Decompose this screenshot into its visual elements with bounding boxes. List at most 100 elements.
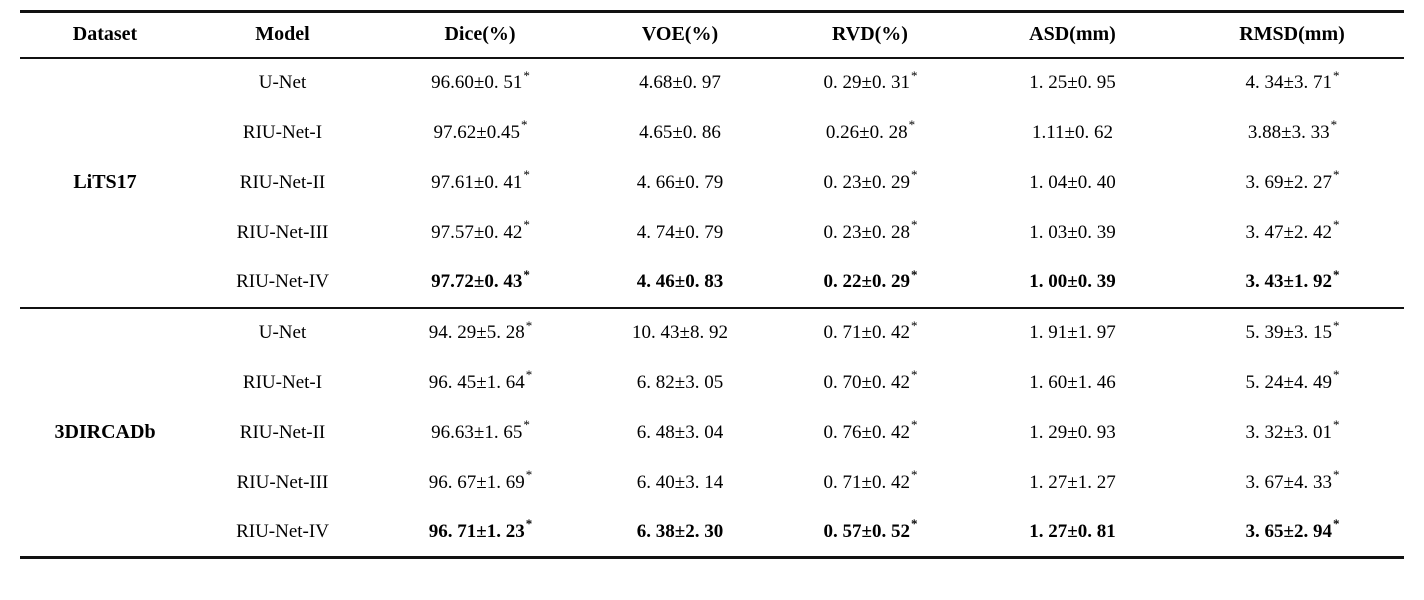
metric-value: 0. 57±0. 52 <box>823 520 910 542</box>
metric-value: 1. 60±1. 46 <box>1029 371 1116 393</box>
metric-cell: 0. 76±0. 42* <box>775 408 965 458</box>
model-cell: U-Net <box>258 72 307 93</box>
metric-cell: 0. 22±0. 29* <box>775 258 965 308</box>
metric-value: 3.88±3. 33 <box>1247 121 1330 143</box>
metric-cell: 3. 47±2. 42* <box>1180 208 1404 258</box>
table-row: RIU-Net-II 97.61±0. 41* 4. 66±0. 79 0. 23±0… <box>20 158 1404 208</box>
dataset-cell: LiTS17 <box>73 171 137 193</box>
metric-value: 10. 43±8. 92 <box>632 322 728 343</box>
table-header: Dataset Model Dice(%) VOE(%) RVD(%) ASD(… <box>20 12 1404 58</box>
metric-cell: 97.72±0. 43* <box>375 258 585 308</box>
metric-value: 0. 70±0. 42 <box>823 371 910 393</box>
metric-cell: 3. 69±2. 27* <box>1180 158 1404 208</box>
metric-cell: 4. 46±0. 83 <box>585 258 775 308</box>
metric-value: 1. 00±0. 39 <box>1029 271 1116 292</box>
metric-value: 0. 71±0. 42 <box>823 322 910 343</box>
metric-cell: 0. 71±0. 42* <box>775 458 965 508</box>
significance-star-icon: * <box>1332 317 1340 333</box>
metric-cell: 94. 29±5. 28* <box>375 308 585 358</box>
metric-cell: 1. 00±0. 39 <box>965 258 1180 308</box>
metric-value: 4. 66±0. 79 <box>636 171 724 193</box>
table-row: RIU-Net-I 96. 45±1. 64* 6. 82±3. 05 0. 70±0… <box>20 358 1404 408</box>
metric-cell: 6. 40±3. 14 <box>585 458 775 508</box>
metric-value: 3. 67±4. 33 <box>1245 471 1332 493</box>
metric-value: 5. 39±3. 15 <box>1245 322 1332 343</box>
significance-star-icon: * <box>1332 167 1340 183</box>
model-cell: U-Net <box>258 322 307 343</box>
significance-star-icon: * <box>523 417 530 433</box>
model-cell: RIU-Net-III <box>236 471 329 493</box>
table-row: LiTS17 U-Net 96.60±0. 51* 4.68±0. 97 0. 29±0… <box>20 58 1404 193</box>
significance-star-icon: * <box>910 167 918 183</box>
column-header-voe: VOE(%) <box>641 23 719 46</box>
metric-value: 96. 45±1. 64 <box>428 371 525 393</box>
significance-star-icon: * <box>1332 467 1340 483</box>
header-row: Dataset Model Dice(%) VOE(%) RVD(%) ASD(… <box>20 12 1404 58</box>
metric-cell: 6. 38±2. 30 <box>585 508 775 558</box>
metric-value: 1. 29±0. 93 <box>1029 421 1116 443</box>
metric-value: 3. 32±3. 01 <box>1245 421 1332 443</box>
metric-value: 4. 74±0. 79 <box>636 221 724 243</box>
significance-star-icon: * <box>523 167 530 183</box>
table-row: RIU-Net-III 96. 67±1. 69* 6. 40±3. 14 0. 71… <box>20 458 1404 508</box>
metric-value: 1. 27±0. 81 <box>1029 520 1116 542</box>
dataset-group: 3DIRCADb U-Net 94. 29±5. 28* 10. 43±8. 92 0.… <box>20 307 1404 558</box>
metric-cell: 96.60±0. 51* <box>375 58 585 108</box>
metric-cell: 6. 48±3. 04 <box>585 408 775 458</box>
metric-value: 97.61±0. 41 <box>431 171 523 193</box>
metric-cell: 3. 65±2. 94* <box>1180 508 1404 558</box>
metric-value: 0. 76±0. 42 <box>823 421 910 443</box>
metric-value: 0. 22±0. 29 <box>823 271 910 292</box>
metric-cell: 1. 25±0. 95 <box>965 58 1180 108</box>
metric-cell: 1. 91±1. 97 <box>965 308 1180 358</box>
table-row: RIU-Net-I 97.62±0.45* 4.65±0. 86 0.26±0. 28… <box>20 108 1404 158</box>
column-header-rmsd: RMSD(mm) <box>1239 23 1345 46</box>
significance-star-icon: * <box>910 516 918 532</box>
significance-star-icon: * <box>1332 266 1340 282</box>
metric-value: 4. 46±0. 83 <box>636 271 724 292</box>
metric-cell: 0. 71±0. 42* <box>775 308 965 358</box>
significance-star-icon: * <box>910 367 918 383</box>
metric-value: 0. 23±0. 29 <box>823 171 910 193</box>
model-cell: RIU-Net-II <box>239 421 326 443</box>
metric-cell: 0. 29±0. 31* <box>775 58 965 108</box>
significance-star-icon: * <box>525 367 533 383</box>
metric-cell: 4. 74±0. 79 <box>585 208 775 258</box>
metric-value: 97.72±0. 43 <box>431 271 523 292</box>
model-cell: RIU-Net-III <box>236 221 329 243</box>
model-cell: RIU-Net-II <box>239 171 326 193</box>
metric-cell: 4. 66±0. 79 <box>585 158 775 208</box>
column-header-model: Model <box>255 23 310 46</box>
table-row: 3DIRCADb U-Net 94. 29±5. 28* 10. 43±8. 92 0.… <box>20 308 1404 443</box>
metric-value: 1.11±0. 62 <box>1032 121 1113 143</box>
metric-value: 97.62±0.45 <box>433 121 520 143</box>
metric-value: 5. 24±4. 49 <box>1245 371 1332 393</box>
metric-value: 1. 91±1. 97 <box>1029 322 1116 343</box>
column-header-dataset: Dataset <box>72 23 138 46</box>
significance-star-icon: * <box>910 467 918 483</box>
significance-star-icon: * <box>1332 516 1340 532</box>
significance-star-icon: * <box>520 117 528 133</box>
metric-value: 1. 27±1. 27 <box>1029 471 1116 493</box>
metric-cell: 97.57±0. 42* <box>375 208 585 258</box>
table-row: RIU-Net-IV 97.72±0. 43* 4. 46±0. 83 0. 22±0… <box>20 258 1404 308</box>
significance-star-icon: * <box>525 317 533 333</box>
metric-value: 6. 82±3. 05 <box>636 371 724 393</box>
metric-value: 94. 29±5. 28 <box>428 322 525 343</box>
dataset-cell: 3DIRCADb <box>54 420 156 443</box>
metric-value: 3. 69±2. 27 <box>1245 171 1332 193</box>
table-row: RIU-Net-III 97.57±0. 42* 4. 74±0. 79 0. 23±… <box>20 208 1404 258</box>
metric-cell: 1. 60±1. 46 <box>965 358 1180 408</box>
metric-value: 97.57±0. 42 <box>431 221 523 243</box>
metric-cell: 96. 67±1. 69* <box>375 458 585 508</box>
significance-star-icon: * <box>523 266 530 282</box>
metric-value: 0. 71±0. 42 <box>823 471 910 493</box>
significance-star-icon: * <box>910 217 918 233</box>
significance-star-icon: * <box>1332 217 1340 233</box>
metric-value: 4.68±0. 97 <box>639 72 721 93</box>
metric-cell: 3. 43±1. 92* <box>1180 258 1404 308</box>
model-cell: RIU-Net-I <box>242 121 323 143</box>
metric-value: 3. 47±2. 42 <box>1245 221 1332 243</box>
model-cell: RIU-Net-I <box>242 371 323 393</box>
metric-value: 6. 48±3. 04 <box>636 421 724 443</box>
